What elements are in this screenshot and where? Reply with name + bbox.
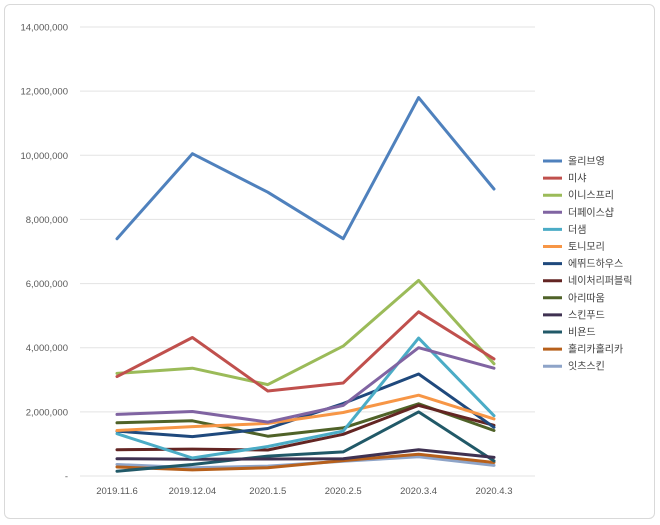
series-line (115, 410, 496, 473)
y-tick-label: 2,000,000 (26, 407, 68, 418)
legend-label: 더페이스샵 (568, 207, 614, 219)
series-line (115, 336, 496, 460)
legend-label: 미샤 (568, 173, 586, 185)
y-tick-label: 6,000,000 (26, 279, 68, 290)
series-line (115, 372, 496, 439)
legend-label: 아리따움 (568, 292, 605, 304)
legend-label: 잇츠스킨 (568, 361, 605, 373)
legend-label: 비욘드 (568, 327, 596, 339)
x-axis-ticks: 2019.11.6 2019.12.04 2020.1.5 2020.2.5 2020.… (96, 486, 512, 497)
series-line (115, 402, 496, 438)
series-line (115, 403, 496, 452)
legend-label: 홀리카홀리카 (568, 343, 623, 356)
legend-label: 이니스프리 (568, 190, 614, 202)
legend-label: 더샘 (568, 224, 586, 236)
x-tick-label: 2020.3.4 (400, 486, 437, 497)
series-line (115, 310, 496, 393)
y-tick-label: 14,000,000 (20, 23, 68, 34)
legend-label: 토니모리 (568, 241, 605, 253)
series-line (115, 278, 496, 387)
series-lines (115, 96, 496, 473)
x-tick-label: 2020.1.5 (249, 486, 286, 497)
x-tick-label: 2020.4.3 (476, 486, 513, 497)
series-line (115, 452, 496, 472)
series-line (115, 448, 496, 461)
x-tick-label: 2020.2.5 (325, 486, 362, 497)
y-tick-label: 10,000,000 (20, 151, 68, 162)
x-tick-label: 2019.12.04 (169, 486, 217, 497)
series-line (115, 96, 496, 241)
y-tick-label: 4,000,000 (26, 343, 68, 354)
y-axis-ticks: - 2,000,000 4,000,000 6,000,000 8,000,000 10,… (20, 23, 68, 483)
y-tick-label: 12,000,000 (20, 87, 68, 98)
series-line (115, 393, 496, 432)
legend-label: 올리브영 (568, 156, 605, 168)
legend-label: 스킨푸드 (568, 309, 605, 321)
legend-label: 네이처리퍼블릭 (568, 275, 632, 287)
legend: 올리브영미샤이니스프리더페이스샵더샘토니모리에뛰드하우스네이처리퍼블릭아리따움스… (543, 156, 632, 373)
legend-label: 에뛰드하우스 (568, 257, 623, 270)
y-tick-label: - (65, 472, 68, 483)
y-tick-label: 8,000,000 (26, 215, 68, 226)
series-line (115, 346, 496, 424)
x-tick-label: 2019.11.6 (96, 486, 138, 497)
